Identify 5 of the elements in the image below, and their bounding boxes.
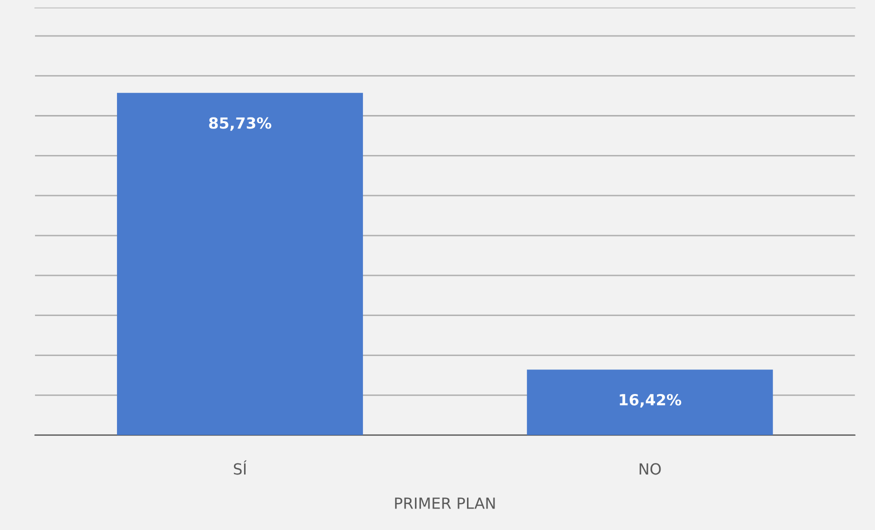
- x-tick-label: NO: [640, 463, 661, 475]
- x-tick-label: SÍ: [234, 460, 247, 475]
- x-axis-title: PRIMER PLAN: [395, 498, 495, 509]
- data-label: 85,73%: [209, 117, 272, 131]
- data-label: 16,42%: [620, 394, 682, 408]
